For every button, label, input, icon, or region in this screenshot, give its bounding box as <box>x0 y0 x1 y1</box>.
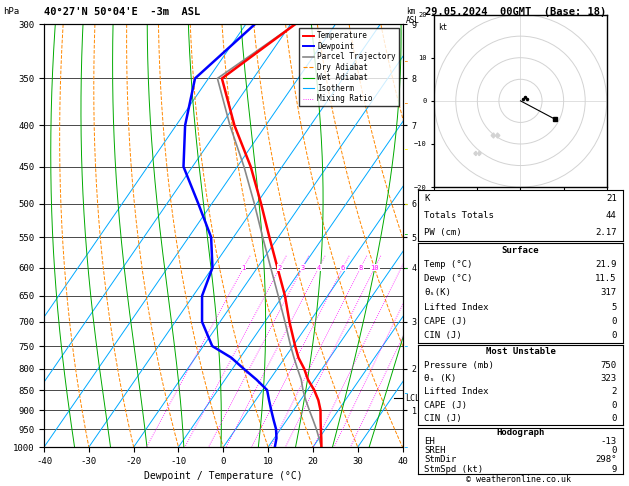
Text: Temp (°C): Temp (°C) <box>425 260 473 269</box>
Text: -: - <box>403 144 409 155</box>
Text: 11.5: 11.5 <box>595 274 616 283</box>
Text: Totals Totals: Totals Totals <box>425 210 494 220</box>
Text: EH: EH <box>425 437 435 446</box>
Text: -: - <box>403 442 409 452</box>
Text: CIN (J): CIN (J) <box>425 331 462 340</box>
Text: kt: kt <box>438 23 448 32</box>
Text: 3: 3 <box>300 265 304 271</box>
Text: 298°: 298° <box>595 455 616 465</box>
Text: θₛ (K): θₛ (K) <box>425 374 457 383</box>
Text: 10: 10 <box>370 265 379 271</box>
Text: hPa: hPa <box>3 7 19 17</box>
Text: PW (cm): PW (cm) <box>425 227 462 237</box>
Text: -: - <box>403 263 409 273</box>
Text: StmSpd (kt): StmSpd (kt) <box>425 465 484 474</box>
Text: Dewp (°C): Dewp (°C) <box>425 274 473 283</box>
Text: 0: 0 <box>611 414 616 423</box>
Text: Most Unstable: Most Unstable <box>486 347 555 356</box>
Text: 0: 0 <box>611 400 616 410</box>
Text: -: - <box>403 341 409 351</box>
Text: -: - <box>403 388 409 398</box>
Text: 0: 0 <box>611 317 616 326</box>
Text: StmDir: StmDir <box>425 455 457 465</box>
Text: CIN (J): CIN (J) <box>425 414 462 423</box>
Legend: Temperature, Dewpoint, Parcel Trajectory, Dry Adiabat, Wet Adiabat, Isotherm, Mi: Temperature, Dewpoint, Parcel Trajectory… <box>299 28 399 106</box>
Text: Surface: Surface <box>502 245 539 255</box>
Text: 750: 750 <box>601 361 616 370</box>
Text: 317: 317 <box>601 288 616 297</box>
Text: 2.17: 2.17 <box>595 227 616 237</box>
Text: CAPE (J): CAPE (J) <box>425 317 467 326</box>
Text: K: K <box>425 193 430 203</box>
Text: km
ASL: km ASL <box>406 7 420 25</box>
Text: SREH: SREH <box>425 446 446 455</box>
Text: θₛ(K): θₛ(K) <box>425 288 451 297</box>
Text: 21: 21 <box>606 193 616 203</box>
Text: -: - <box>403 199 409 208</box>
Text: 0: 0 <box>611 446 616 455</box>
Text: -: - <box>403 229 409 239</box>
Text: Pressure (mb): Pressure (mb) <box>425 361 494 370</box>
Text: 5: 5 <box>611 303 616 312</box>
Text: 9: 9 <box>611 465 616 474</box>
Text: 6: 6 <box>341 265 345 271</box>
Text: 8: 8 <box>359 265 363 271</box>
Text: 0: 0 <box>611 331 616 340</box>
Text: -: - <box>403 98 409 108</box>
Text: 44: 44 <box>606 210 616 220</box>
Text: 1: 1 <box>242 265 246 271</box>
Text: 4: 4 <box>317 265 321 271</box>
Text: CAPE (J): CAPE (J) <box>425 400 467 410</box>
Text: 21.9: 21.9 <box>595 260 616 269</box>
Text: Lifted Index: Lifted Index <box>425 303 489 312</box>
X-axis label: Dewpoint / Temperature (°C): Dewpoint / Temperature (°C) <box>144 471 303 482</box>
Text: 29.05.2024  00GMT  (Base: 18): 29.05.2024 00GMT (Base: 18) <box>425 7 606 17</box>
Text: 2: 2 <box>278 265 282 271</box>
Text: -: - <box>403 56 409 66</box>
Text: © weatheronline.co.uk: © weatheronline.co.uk <box>467 474 571 484</box>
Text: -13: -13 <box>601 437 616 446</box>
Text: Lifted Index: Lifted Index <box>425 387 489 397</box>
Text: Hodograph: Hodograph <box>496 428 545 437</box>
Text: 40°27'N 50°04'E  -3m  ASL: 40°27'N 50°04'E -3m ASL <box>44 7 200 17</box>
Text: 2: 2 <box>611 387 616 397</box>
Text: 323: 323 <box>601 374 616 383</box>
Text: LCL: LCL <box>405 394 420 403</box>
